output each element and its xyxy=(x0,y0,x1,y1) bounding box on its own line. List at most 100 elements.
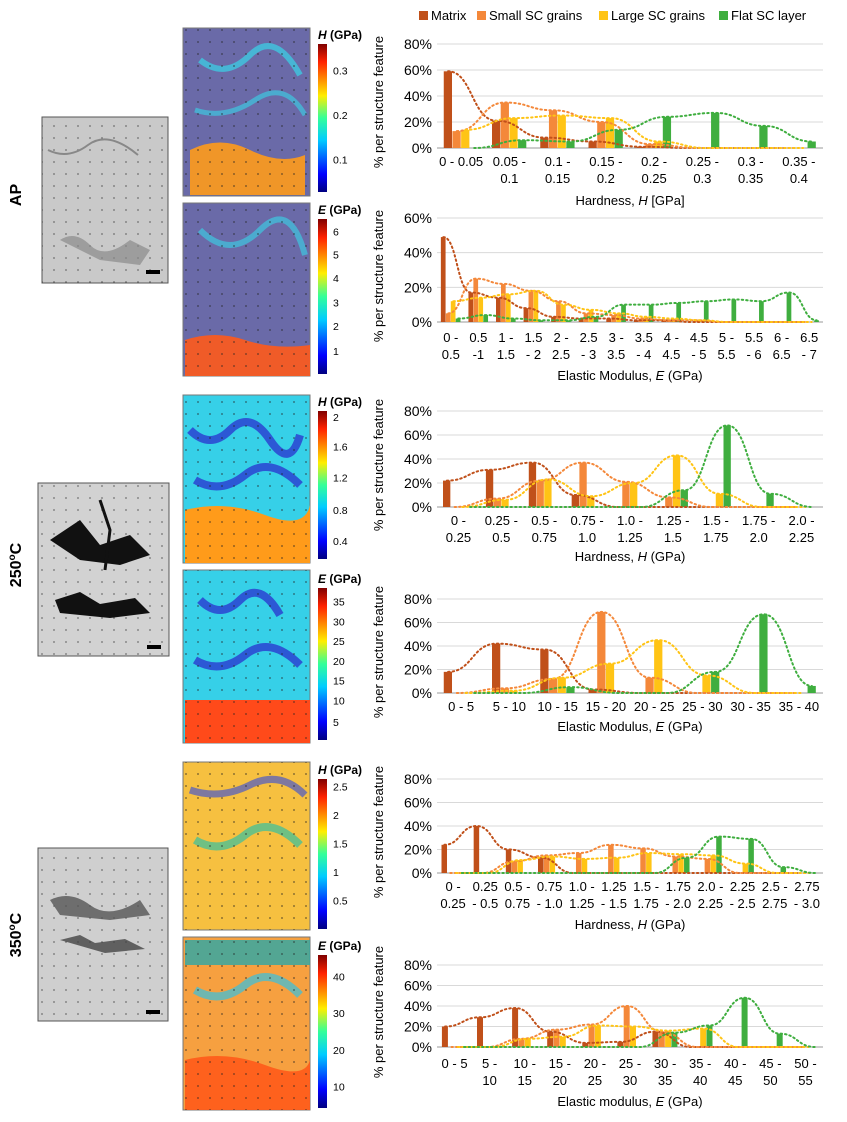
x-tick-label: 2.75 xyxy=(762,896,787,911)
x-tick-label: 1.0 - xyxy=(569,879,595,894)
y-tick-label: 80% xyxy=(404,771,432,787)
x-tick-label: 20 - 25 xyxy=(634,699,674,714)
y-tick-label: 60% xyxy=(404,427,432,443)
x-tick-label: 0.5 - xyxy=(504,879,530,894)
y-tick-label: 80% xyxy=(404,403,432,419)
x-tick-label: - 2 xyxy=(526,347,541,362)
colorbar-tick-label: 3 xyxy=(333,298,339,310)
scale-bar xyxy=(146,1010,160,1014)
y-tick-label: 0% xyxy=(412,685,432,701)
chart-4: 0% 20% 40% 60% 80% 0 - 5 5 - 10 10 - 15 15 - 20 2… xyxy=(371,586,823,734)
colorbar-tick-label: 15 xyxy=(333,676,345,688)
y-tick-label: 40% xyxy=(404,88,432,104)
x-tick-label: 15 - xyxy=(549,1056,571,1071)
x-tick-label: 5 - xyxy=(482,1056,497,1071)
y-tick-label: 40% xyxy=(404,451,432,467)
y-axis-label: % per structure feature xyxy=(371,946,386,1078)
y-tick-label: 20% xyxy=(404,662,432,678)
bar-large-sc-grains xyxy=(581,858,588,873)
x-tick-label: 0.5 xyxy=(492,530,510,545)
bar-small-sc-grains xyxy=(597,122,606,148)
colorbar-tick-label: 1.5 xyxy=(333,839,348,851)
bar-small-sc-grains xyxy=(500,283,506,322)
colorbar: H (GPa) 2.5 2 1.5 1 0.5 xyxy=(318,763,362,929)
colorbar: E (GPa) 35 30 25 20 15 10 5 xyxy=(318,572,361,740)
bar-large-sc-grains xyxy=(461,129,470,148)
bar-matrix xyxy=(485,469,494,507)
colorbar-title: H (GPa) xyxy=(318,395,362,409)
bar-large-sc-grains xyxy=(700,1028,707,1047)
bar-flat-sc-layer xyxy=(807,685,816,693)
bar-large-sc-grains xyxy=(517,860,523,873)
legend-swatch-large-sc-grains xyxy=(599,11,608,20)
x-tick-label: - 4 xyxy=(636,347,651,362)
x-tick-label: 1.25 xyxy=(617,530,642,545)
bar-small-sc-grains xyxy=(548,678,558,693)
x-tick-label: 15 - 20 xyxy=(586,699,626,714)
y-axis-label: % per structure feature xyxy=(371,399,386,531)
bar-large-sc-grains xyxy=(594,1025,601,1047)
x-tick-label: - 1.5 xyxy=(601,896,627,911)
x-tick-label: 3.5 xyxy=(635,330,653,345)
bar-small-sc-grains xyxy=(553,1029,560,1047)
x-tick-label: 0.35 - xyxy=(782,154,815,169)
bar-large-sc-grains xyxy=(501,499,509,507)
bar-large-sc-grains xyxy=(533,290,539,322)
colorbar-title: E (GPa) xyxy=(318,939,361,953)
bar-large-sc-grains xyxy=(478,297,484,322)
bar-small-sc-grains xyxy=(622,481,630,507)
bar-small-sc-grains xyxy=(579,462,587,507)
colorbar-title: H (GPa) xyxy=(318,763,362,777)
bar-small-sc-grains xyxy=(500,102,509,148)
bar-large-sc-grains xyxy=(672,455,681,507)
bar-flat-sc-layer xyxy=(723,425,731,507)
x-tick-label: 6 - xyxy=(774,330,789,345)
x-tick-label: 30 - xyxy=(654,1056,676,1071)
chart-1: 0% 20% 40% 60% 80% 0 - 0.05 0.05 - 0.1 0.1 - 0.15… xyxy=(371,36,823,208)
x-tick-label: 1.5 - xyxy=(633,879,659,894)
bar-flat-sc-layer xyxy=(706,1025,713,1047)
x-tick-label: 6.5 xyxy=(800,330,818,345)
colorbar: H (GPa) 2 1.6 1.2 0.8 0.4 xyxy=(318,395,362,559)
colorbar-tick-label: 10 xyxy=(333,1082,345,1094)
bar-small-sc-grains xyxy=(543,855,550,873)
legend-label-large-sc-grains: Large SC grains xyxy=(611,8,705,23)
bar-small-sc-grains xyxy=(536,480,544,507)
x-tick-label: 10 xyxy=(482,1073,496,1088)
bar-matrix xyxy=(617,1041,624,1047)
bar-flat-sc-layer xyxy=(538,320,544,322)
bar-large-sc-grains xyxy=(630,1026,637,1047)
bar-small-sc-grains xyxy=(645,677,654,693)
y-tick-label: 60% xyxy=(404,615,432,631)
x-tick-label: - 3 xyxy=(581,347,596,362)
bar-small-sc-grains xyxy=(704,858,711,873)
bar-flat-sc-layer xyxy=(662,116,672,148)
y-axis-label: % per structure feature xyxy=(371,210,386,342)
x-axis-label: Hardness, H [GPa] xyxy=(575,193,684,208)
y-tick-label: 80% xyxy=(404,957,432,973)
y-tick-label: 20% xyxy=(404,279,432,295)
colorbar-tick-label: 2 xyxy=(333,810,339,822)
y-tick-label: 60% xyxy=(404,978,432,994)
x-tick-label: 0.4 xyxy=(790,171,808,186)
colorbar-title: H (GPa) xyxy=(318,28,362,42)
bar-flat-sc-layer xyxy=(759,125,768,148)
x-tick-label: 0.5 xyxy=(469,330,487,345)
x-tick-label: 0 - xyxy=(451,513,466,528)
bar-large-sc-grains xyxy=(587,496,595,507)
colorbar-tick-label: 20 xyxy=(333,656,345,668)
x-tick-label: - 2.0 xyxy=(665,896,691,911)
bar-small-sc-grains xyxy=(518,1038,525,1047)
x-tick-label: 30 - 35 xyxy=(730,699,770,714)
bar-large-sc-grains xyxy=(742,863,749,873)
y-tick-label: 40% xyxy=(404,245,432,261)
colorbar: H (GPa) 0.3 0.2 0.1 xyxy=(318,28,362,192)
x-tick-label: - 2.5 xyxy=(730,896,756,911)
x-tick-label: 1.75 xyxy=(703,530,728,545)
property-map-250c-e xyxy=(182,569,311,744)
bar-matrix xyxy=(538,857,544,873)
bar-large-sc-grains xyxy=(678,854,684,873)
y-tick-label: 0% xyxy=(412,865,432,881)
bar-small-sc-grains xyxy=(511,861,518,873)
trend-large-sc-grains xyxy=(456,1024,810,1048)
